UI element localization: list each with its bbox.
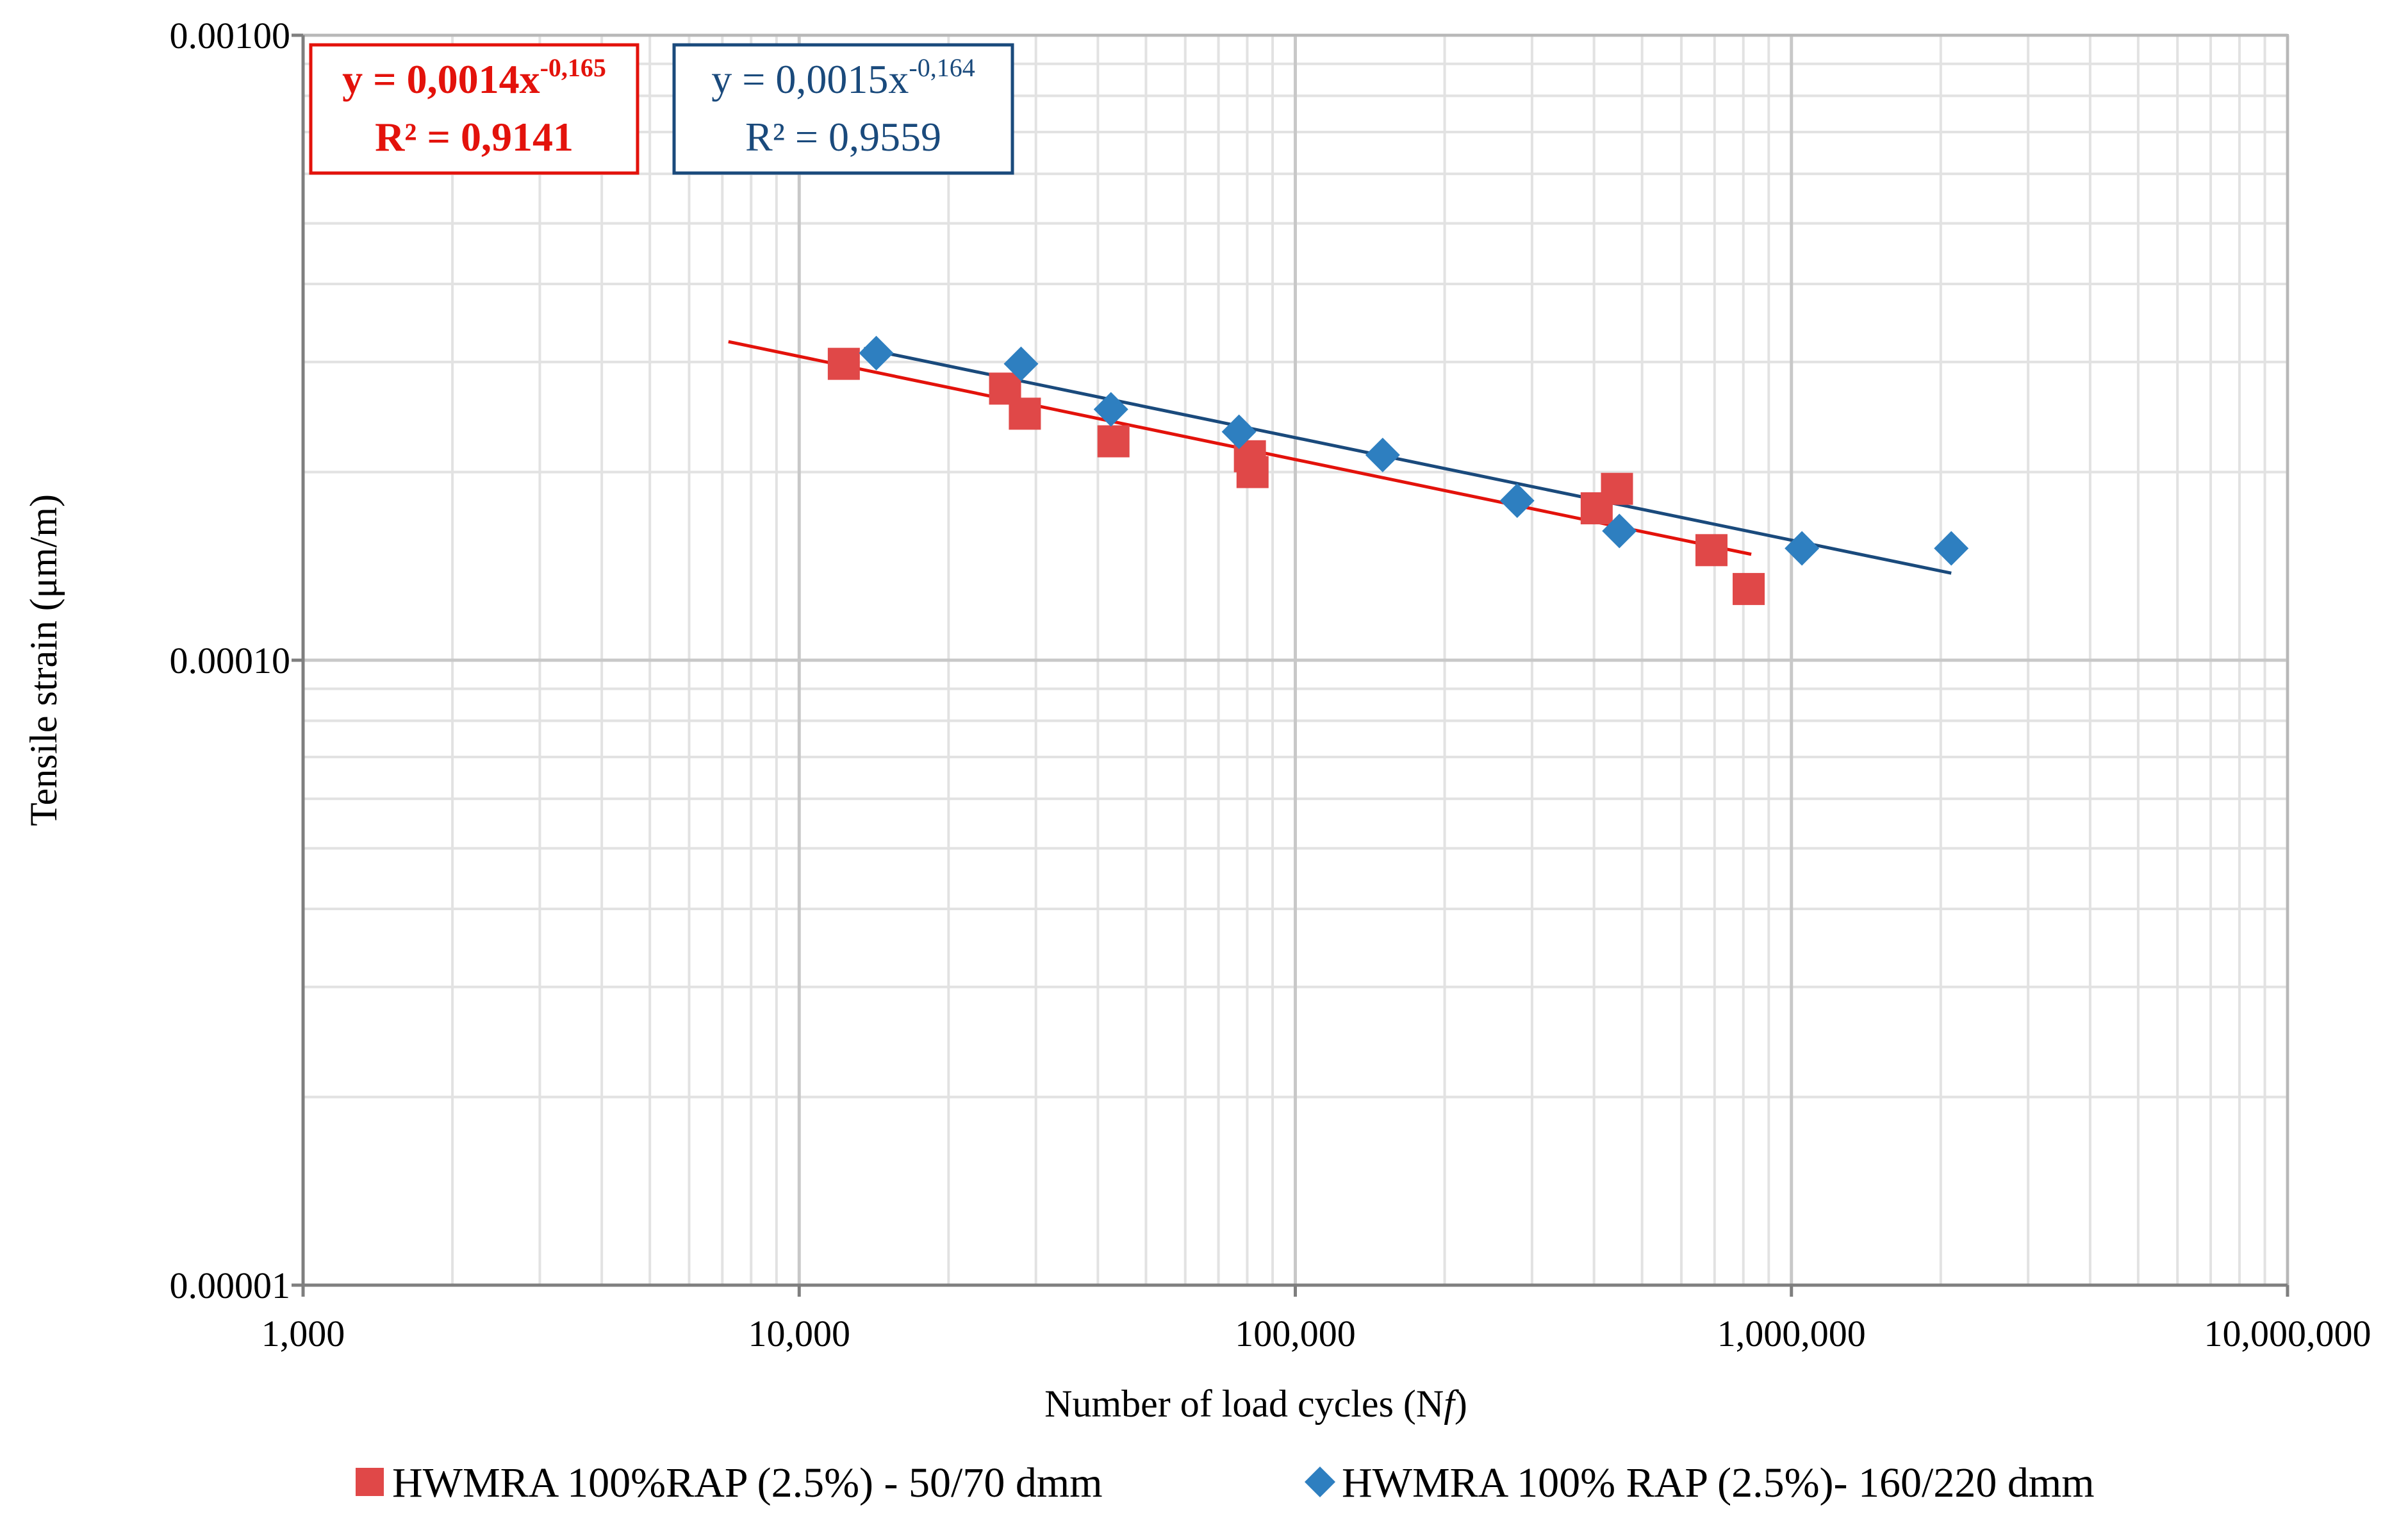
data-point-square — [1601, 472, 1633, 505]
data-point-square — [1097, 425, 1130, 458]
equation-box-series-2: y = 0,0015x-0,164 R² = 0,9559 — [672, 43, 1014, 175]
x-tick-labels: 1,000 10,000 100,000 1,000,000 10,000,000 — [261, 1313, 2371, 1354]
data-point-diamond — [1221, 414, 1257, 449]
equation-box-series-1: y = 0,0014x-0,165 R² = 0,9141 — [309, 43, 639, 175]
x-tick-label: 10,000 — [748, 1313, 851, 1354]
legend: HWMRA 100%RAP (2.5%) - 50/70 dmm HWMRA 1… — [356, 1459, 2095, 1506]
y-tick-label: 0.00001 — [170, 1265, 291, 1306]
equation-text: y = 0,0014x-0,165 — [342, 53, 606, 102]
equation-text: y = 0,0015x-0,164 — [711, 53, 975, 102]
y-tick-label: 0.00100 — [170, 15, 291, 56]
data-point-square — [1733, 572, 1765, 605]
legend-marker-square — [356, 1468, 384, 1496]
gridlines — [301, 33, 2289, 1287]
data-point-square — [1009, 397, 1041, 430]
legend-label-series-1: HWMRA 100%RAP (2.5%) - 50/70 dmm — [392, 1459, 1103, 1506]
x-tick-label: 10,000,000 — [2204, 1313, 2371, 1354]
y-tick-label: 0.00010 — [170, 640, 291, 681]
y-axis-title: Tensile strain (μm/m) — [22, 494, 65, 826]
equation-box-border — [309, 43, 639, 175]
equation-box-border — [672, 43, 1014, 175]
y-tick-labels: 0.00001 0.00010 0.00100 — [170, 15, 291, 1306]
data-point-diamond — [1602, 513, 1637, 549]
data-point-diamond — [1365, 437, 1400, 472]
x-axis-title: Number of load cycles (Nf) — [1044, 1383, 1467, 1425]
x-tick-label: 1,000 — [261, 1313, 345, 1354]
data-point-square — [827, 347, 860, 380]
data-point-diamond — [1785, 531, 1820, 566]
legend-label-series-2: HWMRA 100% RAP (2.5%)- 160/220 dmm — [1342, 1459, 2095, 1506]
data-point-diamond — [1499, 483, 1535, 519]
data-point-diamond — [859, 335, 894, 370]
data-point-diamond — [1934, 531, 1969, 566]
data-points — [827, 335, 1969, 605]
r-squared-text: R² = 0,9559 — [745, 114, 941, 160]
axes — [292, 33, 2289, 1297]
trendline-series-2 — [863, 347, 1952, 575]
x-tick-label: 100,000 — [1235, 1313, 1356, 1354]
data-point-square — [1236, 456, 1269, 488]
legend-marker-diamond — [1305, 1467, 1335, 1497]
data-point-square — [1695, 534, 1728, 567]
data-point-diamond — [1093, 392, 1128, 427]
data-point-diamond — [1003, 346, 1039, 381]
r-squared-text: R² = 0,9141 — [375, 114, 573, 160]
x-tick-label: 1,000,000 — [1717, 1313, 1866, 1354]
